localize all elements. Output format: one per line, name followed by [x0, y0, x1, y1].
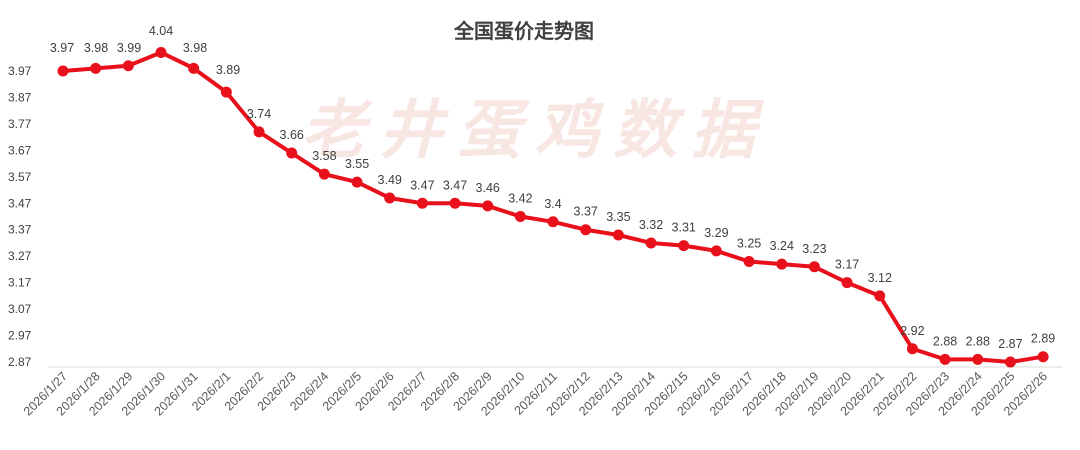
data-point — [972, 353, 984, 365]
data-label: 3.42 — [508, 192, 532, 206]
watermark-text: 老井蛋鸡数据 — [301, 93, 769, 168]
data-label: 3.31 — [672, 221, 696, 235]
data-label: 3.97 — [50, 41, 74, 55]
data-label: 3.12 — [868, 271, 892, 285]
data-label: 3.29 — [704, 226, 728, 240]
data-label: 3.89 — [216, 63, 240, 77]
y-tick-label: 3.27 — [8, 249, 32, 263]
data-label: 3.49 — [378, 173, 402, 187]
data-label: 2.92 — [900, 324, 924, 338]
data-point — [384, 192, 396, 204]
y-tick-label: 3.97 — [8, 64, 32, 78]
data-label: 3.37 — [574, 205, 598, 219]
y-tick-label: 3.77 — [8, 117, 32, 131]
y-tick-label: 3.87 — [8, 90, 32, 104]
data-label: 2.88 — [933, 334, 957, 348]
data-label: 3.74 — [247, 107, 271, 121]
data-point — [678, 240, 690, 252]
data-point — [416, 197, 428, 209]
data-point — [449, 197, 461, 209]
data-point — [57, 65, 69, 77]
data-point — [645, 237, 657, 249]
y-tick-label: 3.47 — [8, 196, 32, 210]
data-label: 3.25 — [737, 236, 761, 250]
data-label: 3.4 — [544, 197, 561, 211]
data-label: 3.24 — [770, 239, 794, 253]
data-point — [710, 245, 722, 257]
data-label: 3.47 — [443, 178, 467, 192]
data-point — [1037, 351, 1049, 363]
data-label: 3.17 — [835, 258, 859, 272]
data-label: 3.32 — [639, 218, 663, 232]
data-label: 3.47 — [410, 178, 434, 192]
data-point — [547, 216, 559, 228]
data-label: 3.98 — [183, 41, 207, 55]
data-point — [220, 86, 232, 98]
data-label: 3.23 — [802, 242, 826, 256]
data-point — [482, 200, 494, 212]
data-point — [90, 62, 102, 74]
data-label: 4.04 — [149, 24, 173, 38]
data-label: 3.98 — [84, 41, 108, 55]
data-point — [188, 62, 200, 74]
data-points — [57, 46, 1049, 368]
data-label: 2.88 — [966, 334, 990, 348]
y-axis: 3.97 3.87 3.77 3.67 3.57 3.47 3.37 3.27 3.17 3.07… — [8, 64, 32, 369]
data-point — [776, 258, 788, 270]
data-point — [1004, 356, 1016, 368]
data-point — [580, 224, 592, 236]
y-tick-label: 3.57 — [8, 170, 32, 184]
data-point — [743, 255, 755, 267]
y-tick-label: 3.07 — [8, 302, 32, 316]
data-point — [318, 168, 330, 180]
data-point — [906, 343, 918, 355]
data-label: 3.46 — [476, 181, 500, 195]
data-point — [874, 290, 886, 302]
data-label: 2.89 — [1031, 332, 1055, 346]
data-label: 3.35 — [606, 210, 630, 224]
y-tick-label: 3.17 — [8, 276, 32, 290]
data-label: 3.55 — [345, 157, 369, 171]
data-point — [155, 46, 167, 58]
data-point — [841, 277, 853, 289]
data-point — [122, 60, 134, 72]
y-tick-label: 3.37 — [8, 223, 32, 237]
data-point — [514, 211, 526, 222]
x-axis: 2026/1/272026/1/282026/1/292026/1/302026… — [21, 369, 1050, 418]
y-tick-label: 3.67 — [8, 143, 32, 157]
data-label: 3.66 — [280, 128, 304, 142]
data-point — [286, 147, 298, 159]
y-tick-label: 2.87 — [8, 355, 32, 369]
data-point — [808, 261, 820, 273]
data-label: 3.58 — [312, 149, 336, 163]
data-labels: 3.97 3.98 3.99 4.04 3.98 3.89 3.74 3.66 3.58 3.55… — [50, 24, 1055, 351]
data-point — [253, 126, 265, 138]
y-tick-label: 2.97 — [8, 329, 32, 343]
data-label: 3.99 — [117, 41, 141, 55]
chart-title: 全国蛋价走势图 — [453, 19, 594, 43]
data-point — [612, 229, 624, 241]
data-point — [351, 176, 363, 188]
data-label: 2.87 — [998, 337, 1022, 351]
data-point — [939, 353, 951, 365]
